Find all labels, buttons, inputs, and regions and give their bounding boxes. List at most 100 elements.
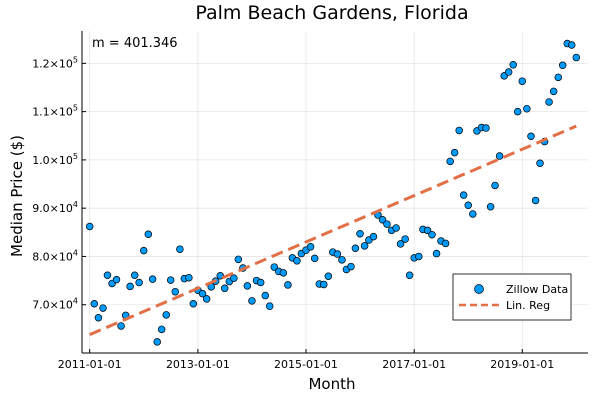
data-point (549, 87, 558, 96)
slope-annotation: m = 401.346 (92, 36, 178, 51)
series-regression-line (89, 124, 577, 337)
legend-box (452, 273, 572, 321)
x-tick-label: 2019-01-01 (490, 358, 554, 371)
data-point (256, 278, 265, 287)
data-point (432, 249, 441, 258)
data-point (356, 230, 364, 238)
data-point (450, 148, 459, 157)
data-point (279, 269, 288, 277)
data-point (99, 304, 107, 312)
data-point (130, 271, 139, 280)
data-point (94, 314, 103, 322)
data-point (464, 201, 472, 210)
data-point (338, 256, 346, 264)
data-point (455, 126, 463, 135)
data-point (310, 254, 319, 263)
data-point (234, 255, 243, 264)
data-point (347, 262, 355, 271)
x-tick-label: 2013-01-01 (166, 358, 230, 371)
data-point (482, 124, 490, 132)
data-point (360, 242, 369, 250)
data-point (558, 61, 567, 70)
data-point (265, 302, 274, 310)
data-point (112, 275, 121, 284)
data-point (423, 226, 432, 235)
y-tick-label: 7.0×104 (32, 297, 78, 312)
data-point (306, 243, 315, 251)
data-point (185, 273, 193, 282)
data-point (513, 107, 522, 116)
data-point (157, 325, 166, 334)
data-point (144, 230, 153, 238)
y-tick-label: 9.0×104 (32, 200, 78, 215)
data-point (248, 297, 256, 305)
data-point (428, 230, 436, 239)
data-point (554, 73, 562, 82)
data-point (126, 282, 134, 291)
data-point (261, 291, 270, 300)
data-point (162, 311, 170, 319)
legend-label: Lin. Reg (506, 299, 550, 312)
data-point (85, 222, 94, 231)
data-point (230, 274, 238, 282)
y-tick-label: 1.0×105 (32, 152, 78, 167)
data-point (383, 220, 391, 228)
data-point (293, 257, 301, 265)
data-point (441, 239, 450, 248)
data-point (284, 281, 292, 289)
data-point (319, 280, 328, 289)
data-point (523, 104, 531, 113)
data-point (324, 272, 333, 280)
x-tick-label: 2015-01-01 (274, 358, 338, 371)
y-axis-ticks: 7.0×104 8.0×104 9.0×104 1.0×105 1.1×105 1.2×1… (32, 55, 86, 312)
axes-frame (81, 31, 588, 354)
data-point (166, 276, 175, 284)
chart-title: Palm Beach Gardens, Florida (195, 2, 468, 24)
data-point (469, 210, 477, 218)
data-point (270, 263, 279, 271)
data-point (139, 246, 148, 255)
legend-label: Zillow Data (506, 283, 568, 296)
grid-lines (82, 31, 588, 353)
data-point (369, 232, 378, 241)
data-point (148, 275, 157, 283)
data-point (572, 53, 581, 62)
x-tick-label: 2017-01-01 (382, 358, 446, 371)
legend: Zillow Data Lin. Reg (452, 273, 572, 321)
data-point (495, 152, 504, 160)
data-point (405, 271, 414, 280)
data-point (415, 252, 423, 261)
data-point (392, 224, 400, 232)
data-point (459, 191, 468, 199)
data-point (518, 77, 527, 85)
data-point (135, 278, 143, 287)
y-tick-label: 8.0×104 (32, 248, 78, 263)
data-point (536, 159, 544, 168)
series-zillow-data (85, 39, 581, 346)
y-tick-label: 1.1×105 (32, 104, 78, 119)
data-point (567, 41, 576, 49)
data-point (153, 338, 161, 346)
regression-line (89, 124, 577, 337)
data-point (171, 287, 180, 296)
data-point (189, 300, 198, 308)
data-point (333, 250, 342, 258)
data-point (401, 235, 409, 243)
data-point (509, 61, 517, 69)
data-point (491, 181, 499, 190)
data-point (90, 300, 99, 308)
data-point (486, 202, 495, 211)
data-point (176, 245, 184, 253)
x-axis-ticks: 2011-01-01 2013-01-01 2015-01-01 2017-01-01… (58, 349, 554, 371)
data-point (117, 322, 125, 330)
data-point (198, 289, 207, 298)
data-point (351, 244, 360, 252)
data-point (504, 68, 513, 76)
legend-marker-scatter (474, 284, 484, 294)
data-point (220, 284, 229, 293)
data-point (243, 282, 252, 290)
data-point (103, 271, 112, 280)
data-point (378, 216, 387, 224)
